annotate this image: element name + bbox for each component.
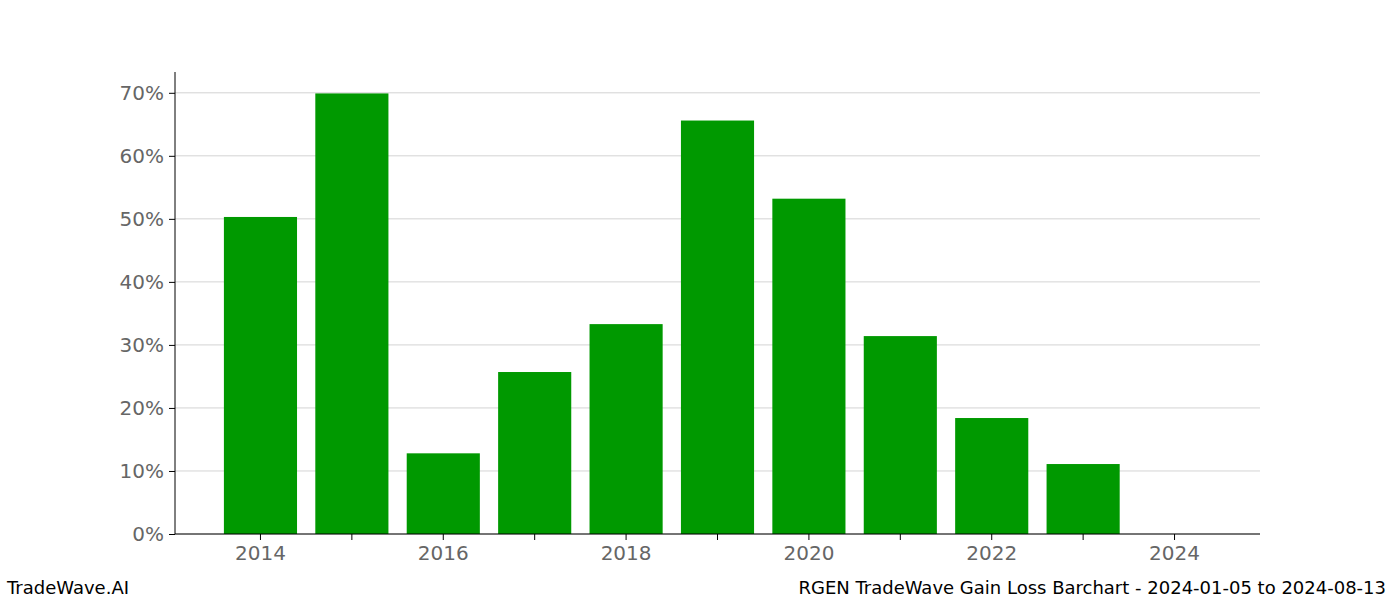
bar [407, 453, 480, 534]
y-tick-mark [169, 345, 175, 346]
bar [681, 121, 754, 534]
x-tick-mark [900, 534, 901, 540]
x-tick-label: 2016 [418, 541, 469, 565]
y-tick: 70% [120, 81, 175, 105]
x-tick: 2014 [235, 534, 286, 565]
x-tick-mark [808, 534, 809, 540]
y-tick: 10% [120, 459, 175, 483]
x-tick: 2016 [418, 534, 469, 565]
y-tick: 40% [120, 270, 175, 294]
y-tick-label: 10% [120, 459, 164, 483]
y-tick-mark [169, 534, 175, 535]
y-tick-mark [169, 471, 175, 472]
x-tick-mark [351, 534, 352, 540]
x-tick: 2018 [601, 534, 652, 565]
y-tick-mark [169, 93, 175, 94]
y-axis-line [175, 72, 176, 534]
x-tick-label: 2020 [783, 541, 834, 565]
x-tick-mark [991, 534, 992, 540]
y-tick-label: 70% [120, 81, 164, 105]
bar [772, 199, 845, 534]
y-tick: 0% [132, 522, 175, 546]
x-tick: 2022 [966, 534, 1017, 565]
y-tick-label: 30% [120, 333, 164, 357]
y-tick-mark [169, 282, 175, 283]
x-tick-label: 2024 [1149, 541, 1200, 565]
x-tick-mark [717, 534, 718, 540]
y-tick: 50% [120, 207, 175, 231]
x-tick-mark [626, 534, 627, 540]
x-tick-label: 2014 [235, 541, 286, 565]
bar [955, 418, 1028, 534]
x-tick-mark [443, 534, 444, 540]
bar [590, 324, 663, 534]
bars [224, 93, 1120, 534]
grid-line [175, 92, 1260, 93]
y-tick-mark [169, 408, 175, 409]
bar [498, 372, 571, 534]
x-tick: 2020 [783, 534, 834, 565]
source: TradeWave.AI [6, 577, 129, 598]
bar [315, 93, 388, 534]
y-tick: 60% [120, 144, 175, 168]
x-tick [900, 534, 901, 540]
x-tick-label: 2022 [966, 541, 1017, 565]
x-tick-mark [534, 534, 535, 540]
y-tick-label: 60% [120, 144, 164, 168]
y-axis: 0% 10% 20% 30% 40% 50% 60% 70% [120, 72, 175, 546]
y-tick: 30% [120, 333, 175, 357]
y-tick-mark [169, 156, 175, 157]
x-tick-mark [1174, 534, 1175, 540]
x-tick [351, 534, 352, 540]
y-tick-label: 40% [120, 270, 164, 294]
x-tick [717, 534, 718, 540]
y-tick: 20% [120, 396, 175, 420]
chart: 0%10%20%30%40%50%60%70%20142016201820202… [0, 0, 1400, 600]
bar [224, 217, 297, 534]
bar [1047, 464, 1120, 534]
x-tick [1083, 534, 1084, 540]
y-tick-label: 50% [120, 207, 164, 231]
bar [864, 336, 937, 534]
x-tick-label: 2018 [601, 541, 652, 565]
grid [175, 93, 1260, 534]
y-tick-label: 20% [120, 396, 164, 420]
y-tick-label: 0% [132, 522, 164, 546]
title: RGEN TradeWave Gain Loss Barchart - 2024… [798, 577, 1386, 598]
x-tick-mark [260, 534, 261, 540]
y-tick-mark [169, 219, 175, 220]
x-tick-mark [1083, 534, 1084, 540]
x-tick [534, 534, 535, 540]
x-tick: 2024 [1149, 534, 1200, 565]
x-axis: 2014 2016 2018 2020 2022 2024 [175, 534, 1260, 565]
